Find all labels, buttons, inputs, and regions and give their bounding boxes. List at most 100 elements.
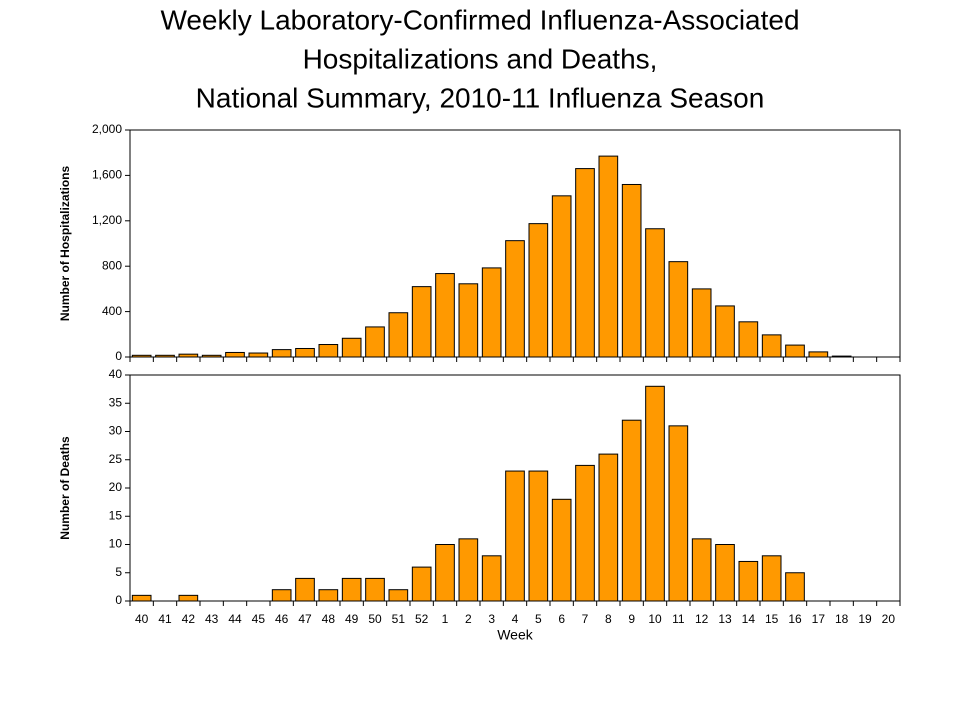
bar	[551, 498, 572, 602]
x-tick-label: 49	[345, 612, 359, 626]
x-tick-label: 47	[298, 612, 312, 626]
bar	[435, 273, 455, 358]
x-tick-label: 41	[158, 612, 172, 626]
y-tick-label: 20	[109, 480, 123, 494]
bar	[551, 195, 572, 358]
bar	[271, 589, 292, 602]
bar	[621, 419, 642, 602]
bar	[341, 337, 362, 358]
bar	[738, 321, 759, 358]
y-axis-label: Number of Hospitalizations	[58, 166, 72, 322]
x-tick-label: 17	[812, 612, 826, 626]
bar	[738, 560, 759, 602]
y-tick-label: 25	[109, 452, 123, 466]
bar	[435, 544, 455, 602]
bar	[248, 352, 269, 358]
bar	[645, 228, 665, 358]
bar	[271, 349, 292, 358]
bar	[691, 288, 712, 358]
x-tick-label: 52	[415, 612, 429, 626]
y-tick-label: 5	[115, 565, 122, 579]
bar	[411, 566, 432, 602]
bar	[341, 577, 362, 602]
y-tick-label: 35	[109, 395, 123, 409]
bar	[318, 344, 339, 358]
bar	[831, 355, 852, 358]
y-tick-label: 15	[109, 508, 123, 522]
x-tick-label: 18	[835, 612, 849, 626]
y-tick-label: 1,200	[92, 213, 122, 227]
bar	[668, 261, 689, 358]
y-tick-label: 10	[109, 537, 123, 551]
x-tick-label: 8	[605, 612, 612, 626]
bar	[365, 326, 385, 358]
x-tick-label: 10	[648, 612, 662, 626]
bar	[645, 385, 665, 602]
x-tick-label: 43	[205, 612, 219, 626]
x-tick-label: 42	[182, 612, 196, 626]
y-tick-label: 30	[109, 424, 123, 438]
x-tick-label: 50	[368, 612, 382, 626]
bar	[155, 354, 175, 358]
bar	[575, 168, 595, 358]
x-tick-label: 5	[535, 612, 542, 626]
x-tick-label: 7	[582, 612, 589, 626]
bar	[365, 577, 385, 602]
y-tick-label: 1,600	[92, 168, 122, 182]
x-tick-label: 45	[252, 612, 266, 626]
bar	[808, 351, 829, 358]
bar	[715, 305, 735, 358]
bar	[598, 155, 619, 358]
x-tick-label: 13	[718, 612, 732, 626]
bar	[178, 594, 199, 602]
title-line: National Summary, 2010-11 Influenza Seas…	[196, 82, 765, 113]
bar	[761, 334, 782, 358]
bar	[131, 354, 152, 358]
bar	[621, 183, 642, 358]
x-tick-label: 44	[228, 612, 242, 626]
x-tick-label: 14	[742, 612, 756, 626]
x-tick-label: 16	[788, 612, 802, 626]
bar	[785, 572, 805, 602]
bar	[715, 544, 735, 602]
title-line: Hospitalizations and Deaths,	[303, 43, 658, 74]
bar	[201, 354, 222, 358]
bar	[388, 589, 409, 602]
x-tick-label: 51	[392, 612, 406, 626]
bar	[388, 312, 409, 358]
y-axis-label: Number of Deaths	[58, 436, 72, 540]
x-tick-label: 1	[442, 612, 449, 626]
x-tick-label: 12	[695, 612, 709, 626]
bar	[318, 589, 339, 602]
bar	[458, 538, 479, 602]
bar	[131, 594, 152, 602]
bar	[528, 470, 549, 602]
bar	[481, 267, 502, 358]
bar	[295, 577, 315, 602]
bar	[178, 353, 199, 358]
y-tick-label: 0	[115, 593, 122, 607]
y-tick-label: 400	[102, 304, 122, 318]
bar	[458, 283, 479, 358]
bar	[528, 223, 549, 358]
x-tick-label: 3	[488, 612, 495, 626]
x-tick-label: 19	[858, 612, 872, 626]
bar	[575, 464, 595, 602]
bar	[785, 344, 805, 358]
x-axis-label: Week	[497, 627, 534, 643]
bar	[505, 470, 525, 602]
bar	[761, 555, 782, 602]
bar	[225, 351, 245, 358]
title-line: Weekly Laboratory-Confirmed Influenza-As…	[160, 4, 799, 35]
x-tick-label: 40	[135, 612, 149, 626]
y-tick-label: 2,000	[92, 122, 122, 136]
y-tick-label: 800	[102, 258, 122, 272]
y-tick-label: 0	[115, 349, 122, 363]
x-tick-label: 11	[672, 612, 685, 626]
bar	[295, 347, 315, 358]
x-tick-label: 48	[322, 612, 336, 626]
bar	[668, 425, 689, 602]
y-tick-label: 40	[109, 367, 123, 381]
bar	[481, 555, 502, 602]
